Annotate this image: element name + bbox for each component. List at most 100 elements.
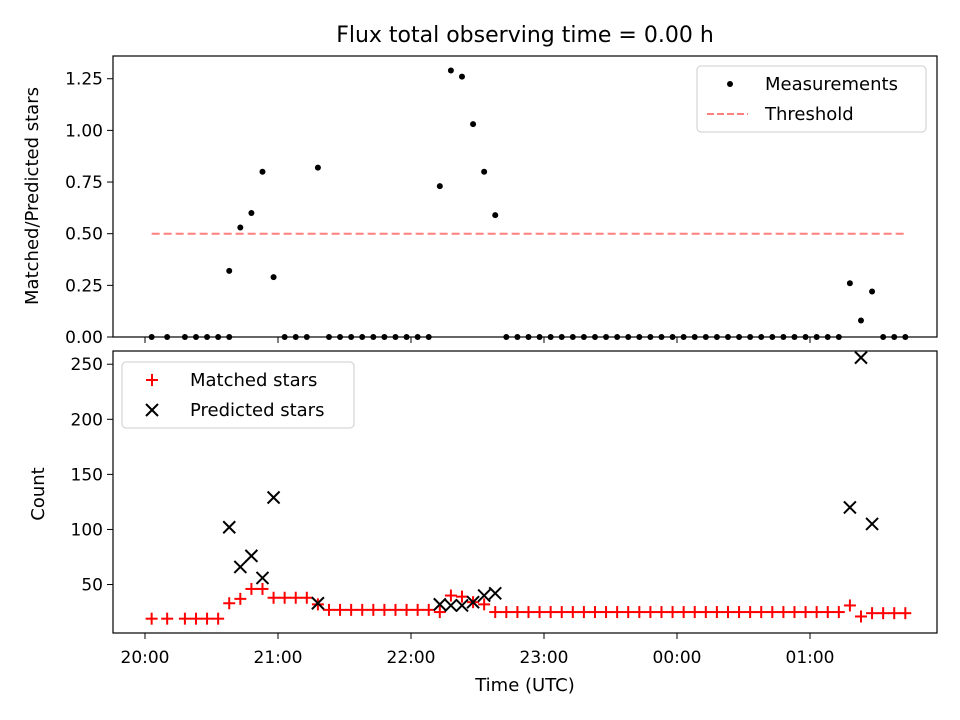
matched-star-marker bbox=[334, 603, 347, 616]
matched-star-marker bbox=[799, 606, 812, 619]
matched-star-marker bbox=[600, 606, 613, 619]
matched-star-marker bbox=[223, 597, 236, 610]
matched-star-marker bbox=[766, 606, 779, 619]
top-y-tick-label: 0.25 bbox=[65, 276, 103, 296]
matched-star-marker bbox=[832, 606, 845, 619]
matched-star-marker bbox=[555, 606, 568, 619]
matched-star-marker bbox=[566, 606, 579, 619]
predicted-star-marker-b bbox=[244, 549, 259, 563]
predicted-star-marker-b bbox=[433, 597, 447, 612]
predicted-star-marker bbox=[255, 571, 270, 585]
matched-star-marker bbox=[478, 598, 491, 611]
bottom-legend-box bbox=[121, 361, 355, 429]
matched-star-marker bbox=[433, 606, 446, 619]
matched-star-marker bbox=[455, 590, 468, 603]
x-tick-label: 23:00 bbox=[520, 648, 569, 668]
matched-star-marker bbox=[356, 603, 369, 616]
matched-star-marker bbox=[212, 612, 225, 625]
bottom-axes-frame bbox=[112, 350, 938, 634]
top-y-tick-label: 0.75 bbox=[65, 173, 103, 193]
measurement-point bbox=[869, 288, 876, 295]
matched-star-marker bbox=[289, 591, 302, 604]
matched-star-marker bbox=[843, 599, 856, 612]
matched-star-marker bbox=[633, 606, 646, 619]
top-axes-frame bbox=[112, 55, 938, 338]
matched-stars-legend-marker bbox=[146, 374, 158, 386]
measurement-point bbox=[436, 183, 443, 190]
matched-star-marker bbox=[733, 606, 746, 619]
matched-star-marker bbox=[854, 610, 867, 623]
measurement-point bbox=[314, 164, 321, 171]
measurement-point bbox=[259, 168, 266, 175]
measurement-point bbox=[248, 210, 255, 217]
top-plot-area: 0.00 0.25 0.50 0.75 1.00 1.25 bbox=[65, 55, 938, 348]
x-tick-label: 00:00 bbox=[653, 648, 702, 668]
bottom-y-tick-label: 200 bbox=[71, 410, 103, 430]
predicted-star-marker bbox=[466, 595, 480, 609]
x-tick-label: 21:00 bbox=[254, 648, 303, 668]
predicted-star-marker-b bbox=[865, 517, 879, 531]
predicted-star-marker bbox=[843, 500, 857, 515]
predicted-star-marker-b bbox=[455, 598, 469, 613]
top-y-axis-label: Matched/Predicted stars bbox=[22, 87, 43, 305]
matched-star-marker bbox=[400, 603, 413, 616]
predicted-star-marker bbox=[444, 598, 458, 613]
measurements-legend-label: Measurements bbox=[765, 74, 898, 95]
matched-star-marker bbox=[721, 606, 734, 619]
predicted-star-marker bbox=[455, 598, 469, 613]
predicted-star-marker bbox=[865, 517, 879, 531]
predicted-star-marker-b bbox=[488, 586, 502, 601]
measurement-point bbox=[857, 317, 864, 324]
predicted-star-marker bbox=[222, 520, 236, 534]
measurement-point bbox=[226, 267, 233, 274]
predicted-star-marker-b bbox=[854, 350, 868, 365]
predicted-star-marker-b bbox=[311, 596, 325, 610]
matched-star-marker bbox=[688, 606, 701, 619]
top-y-tick-label: 0.50 bbox=[65, 225, 103, 245]
matched-star-marker bbox=[544, 606, 557, 619]
bottom-plot-area: 50 100 150 200 250 20:00 21:00 22:00 23:00 00:00 0… bbox=[71, 350, 938, 668]
matched-star-marker bbox=[178, 612, 191, 625]
top-legend: Measurements Threshold bbox=[696, 65, 927, 133]
predicted-star-marker-b bbox=[843, 500, 857, 515]
bottom-x-axis-label: Time (UTC) bbox=[474, 675, 575, 696]
measurements-legend-marker bbox=[727, 81, 733, 87]
matched-star-marker bbox=[511, 606, 524, 619]
bottom-legend: Matched stars Predicted stars bbox=[121, 361, 355, 429]
matched-star-marker bbox=[411, 603, 424, 616]
matched-star-marker bbox=[500, 606, 513, 619]
matched-star-marker bbox=[278, 591, 291, 604]
matched-star-marker bbox=[234, 592, 247, 605]
predicted-star-marker-b bbox=[222, 520, 236, 534]
predicted-star-marker bbox=[433, 597, 447, 612]
matched-star-marker bbox=[444, 589, 457, 602]
matched-star-marker bbox=[345, 603, 358, 616]
matched-star-marker bbox=[777, 606, 790, 619]
top-chart-title: Flux total observing time = 0.00 h bbox=[336, 23, 714, 48]
matched-star-marker bbox=[300, 591, 313, 604]
predicted-star-marker-b bbox=[233, 560, 248, 574]
predicted-star-marker-b bbox=[477, 588, 491, 603]
measurement-point bbox=[458, 73, 465, 80]
predicted-star-marker-b bbox=[444, 598, 458, 613]
measurement-point bbox=[470, 121, 477, 128]
matched-star-marker bbox=[367, 603, 380, 616]
matched-star-marker bbox=[755, 606, 768, 619]
predicted-star-marker-b bbox=[466, 595, 480, 609]
matched-star-marker bbox=[577, 606, 590, 619]
bottom-y-tick-label: 100 bbox=[71, 520, 103, 540]
matched-star-marker bbox=[611, 606, 624, 619]
predicted-star-marker bbox=[311, 596, 325, 610]
matched-star-marker bbox=[744, 606, 757, 619]
matched-star-marker bbox=[810, 606, 823, 619]
matched-star-marker bbox=[699, 606, 712, 619]
matched-star-marker bbox=[378, 603, 391, 616]
matched-star-marker bbox=[899, 607, 912, 620]
x-tick-label: 22:00 bbox=[387, 648, 436, 668]
predicted-star-marker bbox=[854, 350, 868, 365]
matched-star-marker bbox=[522, 606, 535, 619]
matched-star-marker bbox=[161, 612, 174, 625]
measurement-point bbox=[492, 212, 499, 219]
matched-star-marker bbox=[677, 606, 690, 619]
matched-stars-legend-label: Matched stars bbox=[190, 370, 317, 391]
